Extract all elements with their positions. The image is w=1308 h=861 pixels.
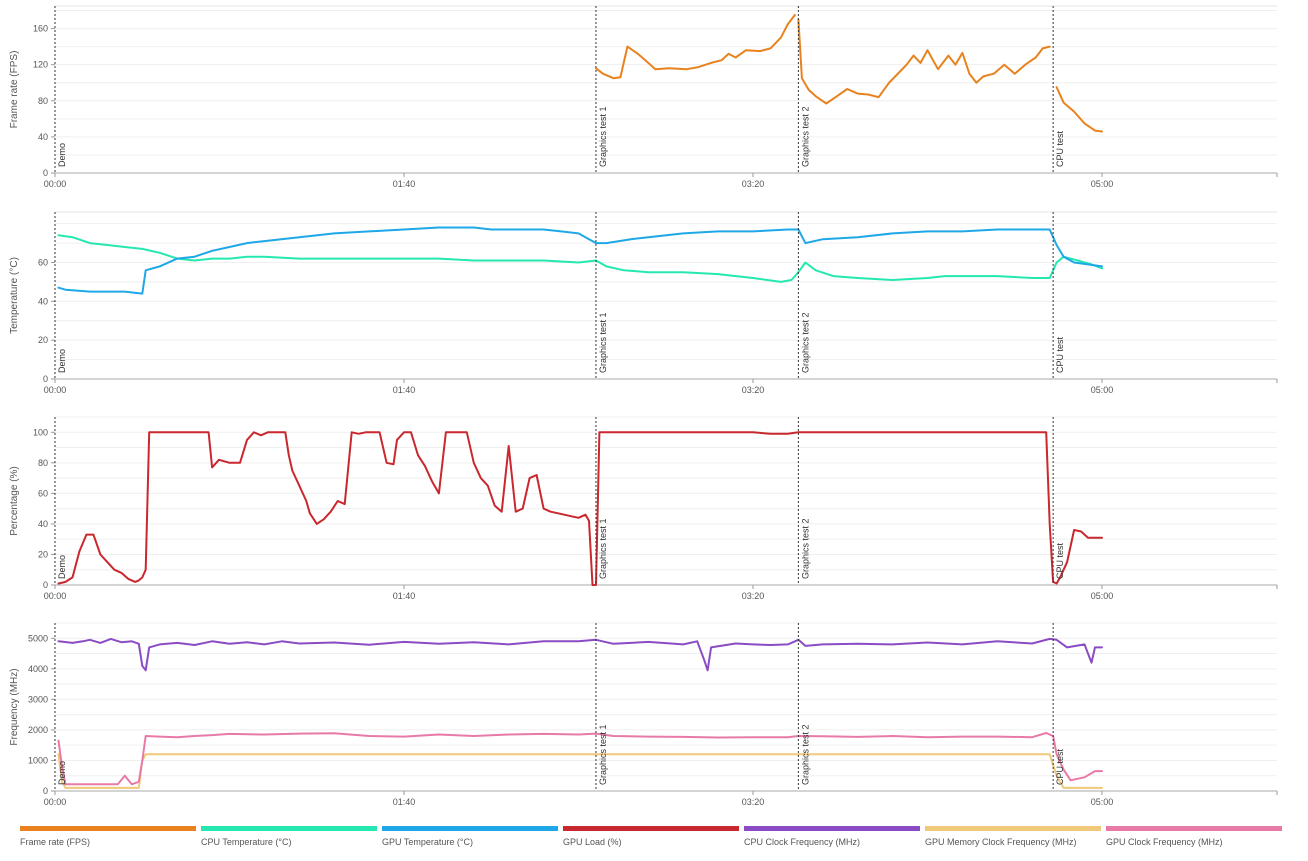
x-tick-label: 01:40: [393, 385, 416, 395]
x-tick-label: 03:20: [742, 797, 765, 807]
y-tick-label: 160: [33, 24, 48, 34]
series-line-2-segment-1: [57, 753, 1103, 789]
y-tick-label: 100: [33, 427, 48, 437]
marker-label: Demo: [57, 143, 67, 167]
x-tick-label: 03:20: [742, 179, 765, 189]
chart-panel-2: 0 20 40 60 Temperature (°C) 00:00 01:40 03:20 05…: [9, 211, 1278, 395]
legend-swatch: [744, 826, 920, 831]
legend-label: GPU Load (%): [563, 837, 622, 847]
y-tick-label: 120: [33, 60, 48, 70]
series-line-1-segment-1: [57, 637, 1103, 672]
y-tick-label: 80: [38, 96, 48, 106]
y-axis-label: Frequency (MHz): [9, 668, 20, 745]
series-line-2-segment-1: [57, 226, 1103, 295]
legend-label: CPU Temperature (°C): [201, 837, 291, 847]
y-tick-label: 60: [38, 488, 48, 498]
marker-label: Graphics test 2: [800, 724, 810, 785]
marker-label: Graphics test 1: [598, 312, 608, 373]
marker-label: Graphics test 1: [598, 106, 608, 167]
series-line-1-segment-1: [57, 234, 1103, 283]
marker-label: Graphics test 1: [598, 724, 608, 785]
x-tick-label: 05:00: [1091, 797, 1114, 807]
y-tick-label: 0: [43, 374, 48, 384]
y-tick-label: 20: [38, 335, 48, 345]
marker-label: Demo: [57, 349, 67, 373]
legend-swatch: [925, 826, 1101, 831]
series-line-1-segment-1: [57, 431, 1103, 586]
marker-label: Graphics test 2: [800, 518, 810, 579]
y-tick-label: 40: [38, 296, 48, 306]
marker-label: Graphics test 2: [800, 312, 810, 373]
marker-label: CPU test: [1055, 130, 1065, 167]
marker-label: Graphics test 2: [800, 106, 810, 167]
series-line-1-segment-2: [797, 18, 1051, 105]
x-tick-label: 00:00: [44, 179, 67, 189]
x-tick-label: 00:00: [44, 797, 67, 807]
y-tick-label: 0: [43, 168, 48, 178]
legend-label: GPU Clock Frequency (MHz): [1106, 837, 1223, 847]
marker-label: CPU test: [1055, 542, 1065, 579]
y-axis-label: Percentage (%): [9, 466, 20, 535]
legend-label: GPU Memory Clock Frequency (MHz): [925, 837, 1077, 847]
series-line-3-segment-1: [57, 732, 1103, 786]
legend-label: CPU Clock Frequency (MHz): [744, 837, 860, 847]
x-tick-label: 03:20: [742, 591, 765, 601]
x-tick-label: 05:00: [1091, 179, 1114, 189]
legend: Frame rate (FPS) CPU Temperature (°C) GPU …: [20, 826, 1282, 847]
y-tick-label: 40: [38, 132, 48, 142]
y-axis-label: Frame rate (FPS): [9, 51, 20, 129]
legend-swatch: [201, 826, 377, 831]
y-tick-label: 0: [43, 580, 48, 590]
series-line-1-segment-3: [1055, 86, 1103, 133]
x-tick-label: 01:40: [393, 797, 416, 807]
marker-label: CPU test: [1055, 748, 1065, 785]
y-tick-label: 60: [38, 257, 48, 267]
y-tick-label: 3000: [28, 694, 48, 704]
x-tick-label: 00:00: [44, 385, 67, 395]
y-axis-label: Temperature (°C): [9, 257, 20, 334]
marker-label: CPU test: [1055, 336, 1065, 373]
x-tick-label: 05:00: [1091, 385, 1114, 395]
y-tick-label: 20: [38, 549, 48, 559]
x-tick-label: 01:40: [393, 179, 416, 189]
marker-label: Demo: [57, 761, 67, 785]
marker-label: Graphics test 1: [598, 518, 608, 579]
y-tick-label: 1000: [28, 755, 48, 765]
x-tick-label: 01:40: [393, 591, 416, 601]
legend-swatch: [20, 826, 196, 831]
y-tick-label: 80: [38, 458, 48, 468]
marker-label: Demo: [57, 555, 67, 579]
legend-swatch: [382, 826, 558, 831]
y-tick-label: 4000: [28, 664, 48, 674]
chart-panel-3: 0 20 40 60 80 100 Percentage (%) 00:00 01:40 03:2…: [9, 416, 1278, 601]
chart-panel-1: 0 40 80 120 160 Frame rate (FPS) 00:00 01:40 03:…: [9, 5, 1278, 189]
legend-label: Frame rate (FPS): [20, 837, 90, 847]
y-tick-label: 5000: [28, 633, 48, 643]
y-tick-label: 2000: [28, 725, 48, 735]
x-tick-label: 03:20: [742, 385, 765, 395]
legend-label: GPU Temperature (°C): [382, 837, 473, 847]
legend-swatch: [1106, 826, 1282, 831]
legend-swatch: [563, 826, 739, 831]
y-tick-label: 0: [43, 786, 48, 796]
y-tick-label: 40: [38, 519, 48, 529]
x-tick-label: 05:00: [1091, 591, 1114, 601]
series-line-1-segment-1: [595, 14, 796, 80]
x-tick-label: 00:00: [44, 591, 67, 601]
chart-panel-4: 0 1000 2000 3000 4000 5000 Frequency (MHz) 00:0…: [9, 622, 1278, 807]
